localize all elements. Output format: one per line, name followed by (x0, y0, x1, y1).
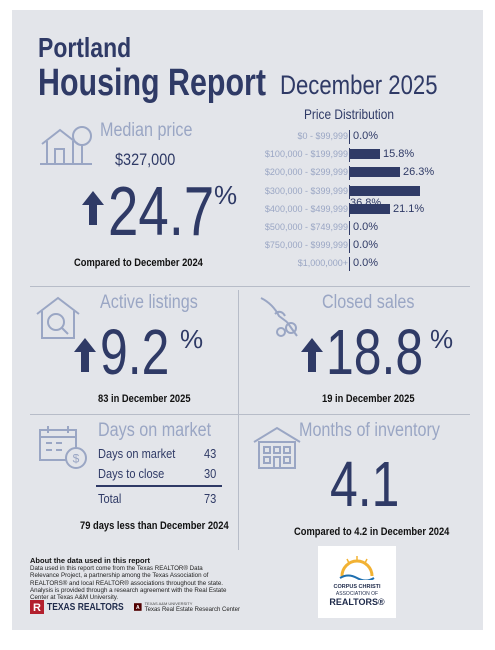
divider (30, 414, 470, 415)
closed-percent-sign: % (430, 324, 454, 354)
price-distribution-value: 0.0% (353, 221, 379, 233)
price-axis-tick (349, 184, 350, 199)
months-inventory-title: Months of inventory (299, 420, 440, 441)
price-distribution-value: 0.0% (353, 130, 379, 142)
active-percent-sign: % (180, 324, 204, 354)
price-distribution-value: 0.0% (353, 257, 379, 270)
corpus-christi-logo: CORPUS CHRISTI ASSOCIATION OF REALTORS® (318, 546, 396, 618)
research-center-small: TEXAS A&M UNIVERSITY (144, 601, 193, 606)
median-compare: Compared to December 2024 (74, 257, 203, 269)
days-on-market-title: Days on market (98, 420, 212, 441)
price-distribution-row: $300,000 - $399,999 36.8% (232, 184, 472, 209)
price-axis-tick (349, 239, 350, 254)
calendar-dollar-icon: $ (39, 426, 87, 469)
texas-realtors-mark-icon: R (30, 600, 44, 614)
arrow-up-icon (74, 338, 96, 372)
price-axis-tick (349, 166, 350, 181)
price-distribution-bar (350, 203, 390, 214)
price-range-label: $200,000 - $299,999 (264, 167, 348, 178)
research-center-logo: A TEXAS A&M UNIVERSITY Texas Real Estate… (134, 598, 240, 616)
median-price-value: $327,000 (115, 150, 176, 169)
price-distribution-row: $0 - $99,999 0.0% (232, 129, 472, 146)
price-axis-tick (349, 257, 350, 272)
price-axis-tick (349, 148, 350, 163)
active-change: 9.2 (100, 316, 170, 388)
days-note: 79 days less than December 2024 (80, 520, 229, 532)
house-tree-icon (40, 126, 92, 165)
price-distribution-title: Price Distribution (304, 106, 394, 122)
price-distribution-row: $500,000 - $749,999 0.0% (232, 220, 472, 237)
price-axis-tick (349, 130, 350, 144)
median-change: 24.7 (108, 172, 215, 250)
texas-realtors-text: TEXAS REALTORS (47, 601, 124, 613)
tamu-mark-icon: A (134, 603, 142, 611)
days-row-value: 43 (204, 446, 217, 461)
total-divider (96, 485, 222, 487)
building-icon (253, 426, 301, 469)
research-center-name: Texas Real Estate Research Center (144, 607, 240, 613)
texas-realtors-logo: R TEXAS REALTORS (30, 600, 137, 614)
price-distribution-row: $200,000 - $299,999 26.3% (232, 165, 472, 182)
active-note: 83 in December 2025 (98, 393, 191, 405)
closed-change: 18.8 (326, 316, 424, 388)
arrow-up-icon (82, 191, 104, 225)
inventory-note: Compared to 4.2 in December 2024 (294, 526, 450, 538)
price-range-label: $400,000 - $499,999 (264, 203, 348, 214)
price-distribution-value: 15.8% (383, 148, 415, 161)
corpus-christi-line2: ASSOCIATION OF (335, 591, 379, 597)
report-title: Housing Report (38, 62, 266, 104)
svg-text:$: $ (73, 452, 80, 466)
days-total-value: 73 (204, 491, 217, 506)
price-distribution-row: $750,000 - $999,999 0.0% (232, 238, 472, 255)
price-distribution-bar (350, 149, 380, 160)
divider (238, 290, 239, 550)
corpus-christi-line3: REALTORS® (329, 597, 385, 607)
housing-report-page: Portland Housing Report December 2025 Me… (12, 10, 483, 630)
divider (30, 286, 470, 287)
about-heading: About the data used in this report (30, 556, 151, 565)
price-distribution-bar (350, 167, 400, 178)
price-range-label: $750,000 - $999,999 (264, 240, 348, 251)
svg-text:A: A (136, 605, 140, 611)
corpus-christi-line1: CORPUS CHRISTI (333, 584, 381, 590)
price-distribution-row: $100,000 - $199,999 15.8% (232, 147, 472, 164)
price-distribution-row: $1,000,000+ 0.0% (232, 256, 472, 273)
active-listings-title: Active listings (100, 292, 198, 313)
price-distribution-row: $400,000 - $499,999 21.1% (232, 202, 472, 219)
price-distribution-value: 0.0% (353, 239, 379, 252)
svg-text:R: R (33, 602, 41, 614)
sun-waves-icon (339, 556, 375, 580)
median-percent-sign: % (214, 180, 238, 210)
about-text: Data used in this report come from the T… (30, 565, 227, 602)
days-row-label: Days on market (98, 446, 176, 461)
days-row-label: Days to close (98, 466, 165, 481)
price-range-label: $0 - $99,999 (297, 131, 348, 141)
price-distribution-bar (350, 185, 420, 196)
arrow-up-icon (301, 338, 323, 372)
hand-keys-icon (260, 297, 298, 337)
closed-sales-title: Closed sales (322, 292, 415, 313)
median-price-title: Median price (100, 120, 193, 141)
city-title: Portland (38, 32, 132, 63)
house-magnifier-icon (36, 296, 80, 339)
price-distribution-value: 26.3% (403, 166, 435, 179)
closed-note: 19 in December 2025 (322, 393, 415, 405)
price-axis-tick (349, 221, 350, 235)
inventory-value: 4.1 (330, 448, 400, 520)
days-total-label: Total (98, 491, 122, 506)
price-range-label: $300,000 - $399,999 (264, 185, 348, 196)
price-range-label: $1,000,000+ (297, 258, 348, 269)
price-range-label: $500,000 - $749,999 (264, 222, 348, 232)
price-distribution-value: 21.1% (393, 202, 425, 215)
days-row-value: 30 (204, 466, 217, 481)
report-month: December 2025 (280, 70, 438, 100)
price-axis-tick (349, 202, 350, 217)
price-range-label: $100,000 - $199,999 (264, 149, 348, 160)
